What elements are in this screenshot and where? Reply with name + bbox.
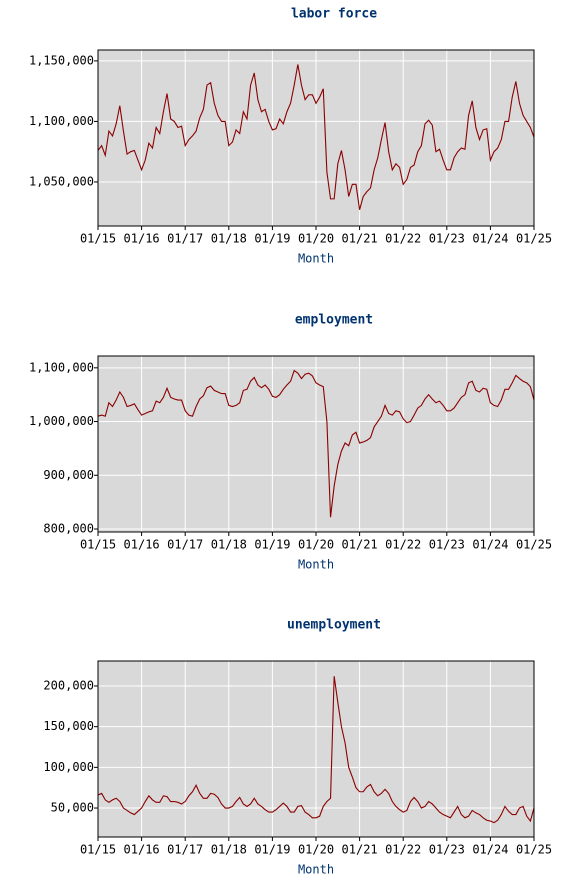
x-tick-label: 01/19 — [254, 538, 290, 552]
x-tick-label: 01/16 — [124, 538, 160, 552]
data-line — [97, 369, 535, 518]
x-tick-label: 01/18 — [211, 843, 247, 857]
x-tick-label: 01/17 — [167, 843, 203, 857]
x-tick-label: 01/19 — [254, 843, 290, 857]
y-tick-label: 50,000 — [51, 801, 94, 815]
y-tick-label: 1,000,000 — [29, 414, 94, 428]
x-tick-label: 01/19 — [254, 232, 290, 246]
x-tick-label: 01/21 — [342, 843, 378, 857]
y-tick-label: 1,100,000 — [29, 360, 94, 374]
x-tick-label: 01/17 — [167, 538, 203, 552]
y-tick-label: 1,150,000 — [29, 53, 94, 67]
x-tick-label: 01/21 — [342, 232, 378, 246]
x-tick-label: 01/22 — [385, 538, 421, 552]
y-tick-label: 1,050,000 — [29, 174, 94, 188]
data-line — [97, 676, 535, 824]
x-tick-label: 01/16 — [124, 843, 160, 857]
x-tick-label: 01/15 — [80, 843, 116, 857]
x-tick-label: 01/20 — [298, 843, 334, 857]
x-tick-label: 01/25 — [516, 538, 552, 552]
x-tick-label: 01/21 — [342, 538, 378, 552]
x-tick-label: 01/23 — [429, 843, 465, 857]
x-tick-label: 01/23 — [429, 538, 465, 552]
y-tick-label: 200,000 — [43, 678, 94, 692]
x-tick-label: 01/22 — [385, 232, 421, 246]
x-tick-label: 01/15 — [80, 538, 116, 552]
x-tick-label: 01/18 — [211, 538, 247, 552]
x-tick-label: 01/15 — [80, 232, 116, 246]
y-tick-label: 100,000 — [43, 760, 94, 774]
x-tick-label: 01/22 — [385, 843, 421, 857]
data-line — [97, 64, 535, 210]
x-tick-label: 01/24 — [472, 232, 508, 246]
chart-title: labor force — [291, 7, 377, 22]
x-tick-label: 01/20 — [298, 538, 334, 552]
y-tick-label: 900,000 — [43, 468, 94, 482]
x-tick-label: 01/23 — [429, 232, 465, 246]
y-tick-label: 800,000 — [43, 521, 94, 535]
y-tick-label: 1,100,000 — [29, 114, 94, 128]
chart-title: employment — [295, 313, 373, 328]
plot-frame — [97, 660, 535, 838]
x-tick-label: 01/16 — [124, 232, 160, 246]
x-tick-label: 01/25 — [516, 843, 552, 857]
plot-frame — [97, 49, 535, 227]
plot-frame — [97, 355, 535, 533]
x-tick-label: 01/25 — [516, 232, 552, 246]
x-tick-label: 01/17 — [167, 232, 203, 246]
x-axis-label: Month — [298, 252, 334, 266]
x-tick-label: 01/18 — [211, 232, 247, 246]
x-axis-label: Month — [298, 558, 334, 572]
chart-title: unemployment — [287, 618, 381, 633]
x-tick-label: 01/20 — [298, 232, 334, 246]
x-tick-label: 01/24 — [472, 843, 508, 857]
y-tick-label: 150,000 — [43, 719, 94, 733]
x-tick-label: 01/24 — [472, 538, 508, 552]
x-axis-label: Month — [298, 863, 334, 877]
